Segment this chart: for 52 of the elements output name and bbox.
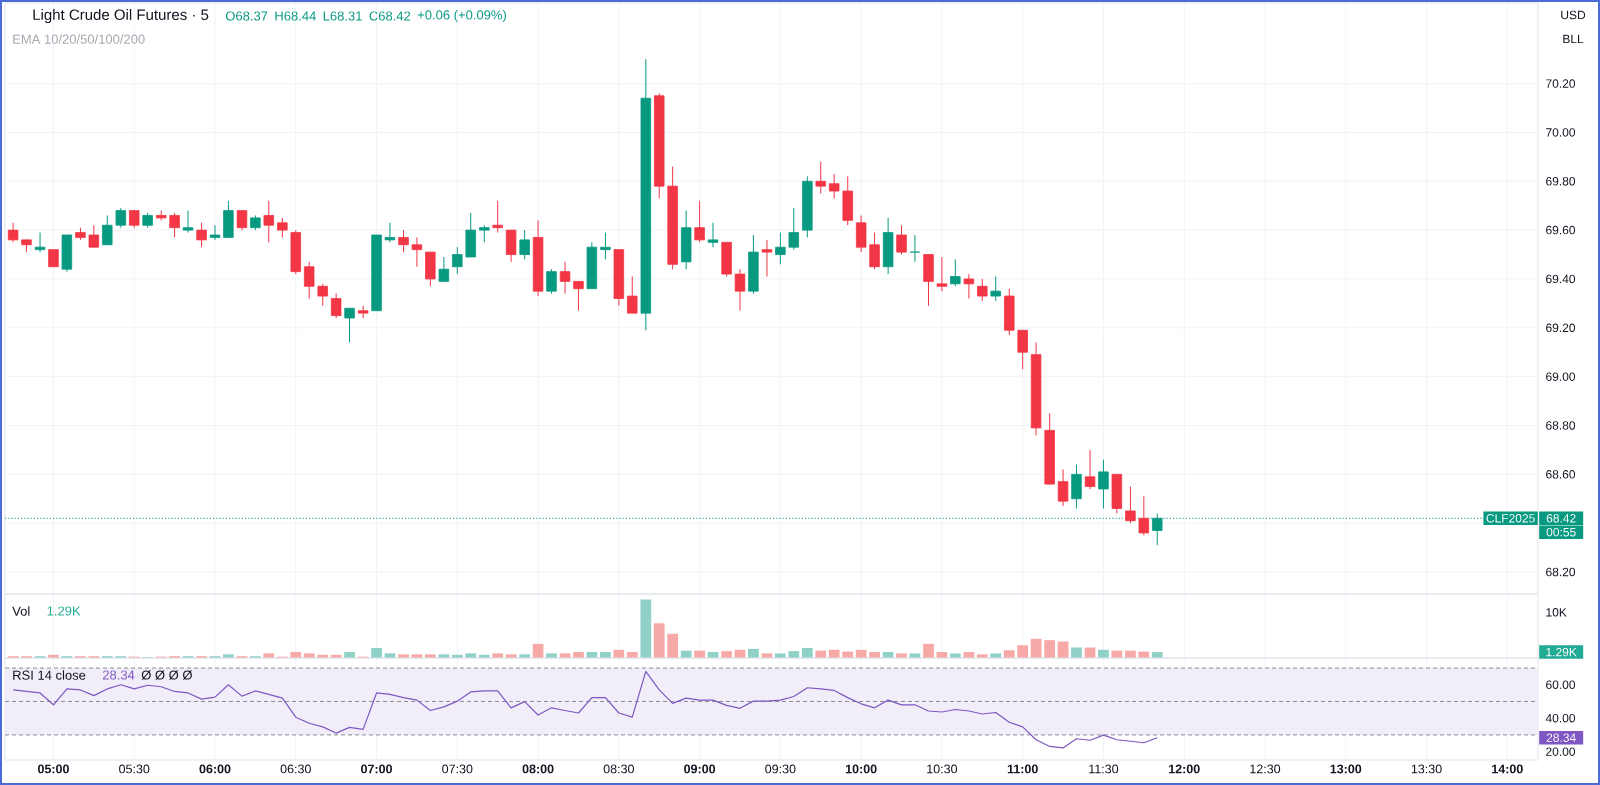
text: EMA 10/20/50/100/200 <box>13 34 145 44</box>
annotation: 68.42 <box>1546 514 1576 523</box>
annotation: H68.44 <box>275 11 316 21</box>
y-tick-label: 69.20 <box>1546 323 1576 333</box>
x-tick-label: 11:30 <box>1089 764 1119 774</box>
x-tick-label: 13:00 <box>1330 764 1362 774</box>
y-tick-label: 60.00 <box>1546 680 1576 690</box>
y-tick-label: 68.20 <box>1546 567 1576 577</box>
y-tick-label: 69.60 <box>1546 225 1576 235</box>
x-tick-label: 07:00 <box>361 764 392 774</box>
y-tick-label: 69.40 <box>1546 274 1576 284</box>
x-tick-label: 09:30 <box>765 764 796 774</box>
x-tick-label: 14:00 <box>1492 764 1523 774</box>
x-tick-label: 05:00 <box>37 764 69 774</box>
y-tick-label: 70.20 <box>1546 79 1576 88</box>
annotation: L68.31 <box>323 11 362 21</box>
annotation: 28.34 <box>102 670 135 680</box>
x-tick-label: 06:30 <box>280 764 311 774</box>
annotation: 1.29K <box>47 606 81 616</box>
x-tick-label: 06:00 <box>199 764 231 774</box>
ref-line-label: CLF2025 <box>1486 514 1535 523</box>
y-tick-label: 10K <box>1546 608 1567 617</box>
x-tick-label: 09:00 <box>684 764 716 774</box>
chart-title: Light Crude Oil Futures · 5 <box>33 8 209 23</box>
y-tick-label: 1.29K <box>1546 647 1577 657</box>
y-tick-label: 40.00 <box>1545 713 1576 723</box>
x-tick-label: 07:30 <box>442 764 473 774</box>
x-tick-label: 11:00 <box>1007 764 1038 774</box>
y-tick-label: 20.00 <box>1546 747 1576 756</box>
annotation: C68.42 <box>369 11 411 21</box>
text: 00:55 <box>1546 527 1576 537</box>
text: BLL <box>1563 34 1584 44</box>
annotation: O68.37 <box>225 11 268 21</box>
annotation: +0.06 (+0.09%) <box>417 9 506 23</box>
annotation: 28.34 <box>1546 733 1576 742</box>
y-tick-label: 69.00 <box>1546 372 1576 381</box>
text: RSI 14 close <box>13 670 86 680</box>
x-tick-label: 10:30 <box>927 764 958 774</box>
y-tick-label: 68.80 <box>1546 421 1576 430</box>
x-tick-label: 13:30 <box>1411 764 1442 774</box>
y-tick-label: 70.00 <box>1546 128 1576 137</box>
text: Vol <box>12 606 30 616</box>
x-tick-label: 12:00 <box>1169 764 1200 774</box>
x-tick-label: 08:00 <box>522 764 554 774</box>
y-tick-label: 68.60 <box>1546 470 1576 479</box>
x-tick-label: 08:30 <box>603 764 634 774</box>
x-tick-label: 12:30 <box>1250 764 1281 774</box>
y-tick-label: 69.80 <box>1546 177 1576 186</box>
annotation: Ø Ø Ø Ø <box>141 670 193 680</box>
text: USD <box>1561 10 1586 20</box>
x-tick-label: 05:30 <box>119 764 150 774</box>
x-tick-label: 10:00 <box>845 764 877 774</box>
